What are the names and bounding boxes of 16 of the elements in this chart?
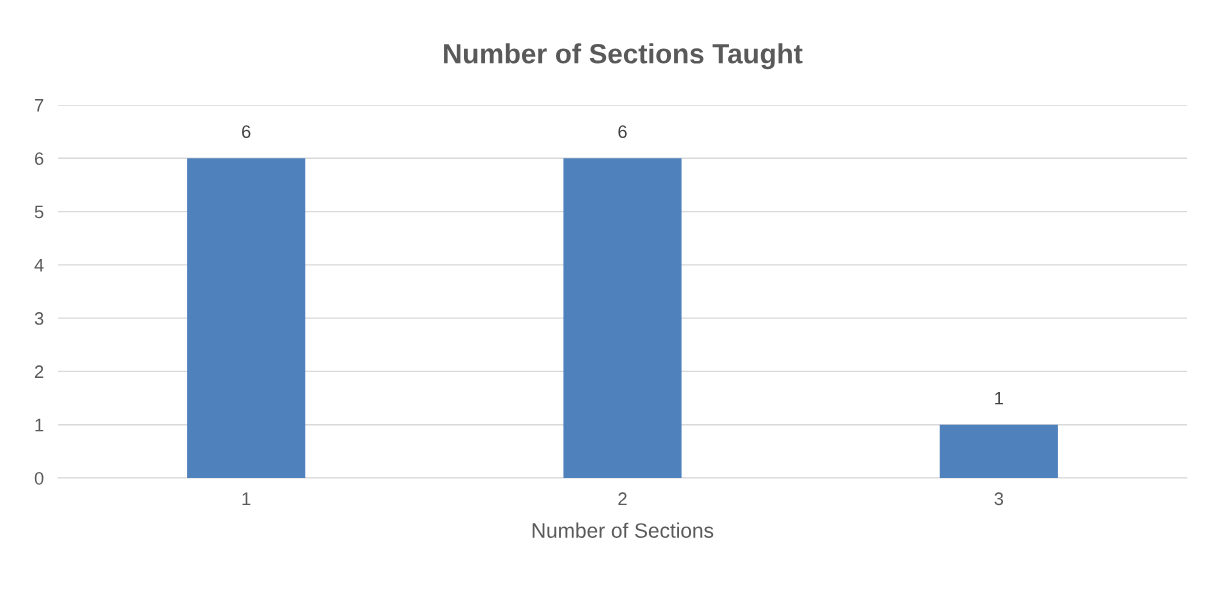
y-tick-label: 3: [34, 312, 44, 325]
y-tick-label: 4: [34, 258, 44, 272]
y-tick-label: 5: [34, 205, 44, 219]
y-tick-label: 2: [34, 365, 44, 378]
x-axis-title: Number of Sections: [532, 522, 714, 538]
y-tick-label: 0: [34, 471, 44, 485]
y-tick-label: 1: [35, 418, 44, 432]
chart-title: Number of Sections Taught: [444, 43, 803, 70]
x-tick-label: 2: [618, 492, 627, 505]
x-tick-label: 1: [242, 492, 251, 505]
x-tick-label: 3: [994, 492, 1004, 506]
data-label: 6: [242, 125, 251, 139]
data-label: 1: [995, 391, 1003, 405]
y-tick-label: 7: [35, 99, 44, 112]
y-tick-label: 6: [34, 152, 44, 166]
data-label: 6: [618, 125, 627, 139]
